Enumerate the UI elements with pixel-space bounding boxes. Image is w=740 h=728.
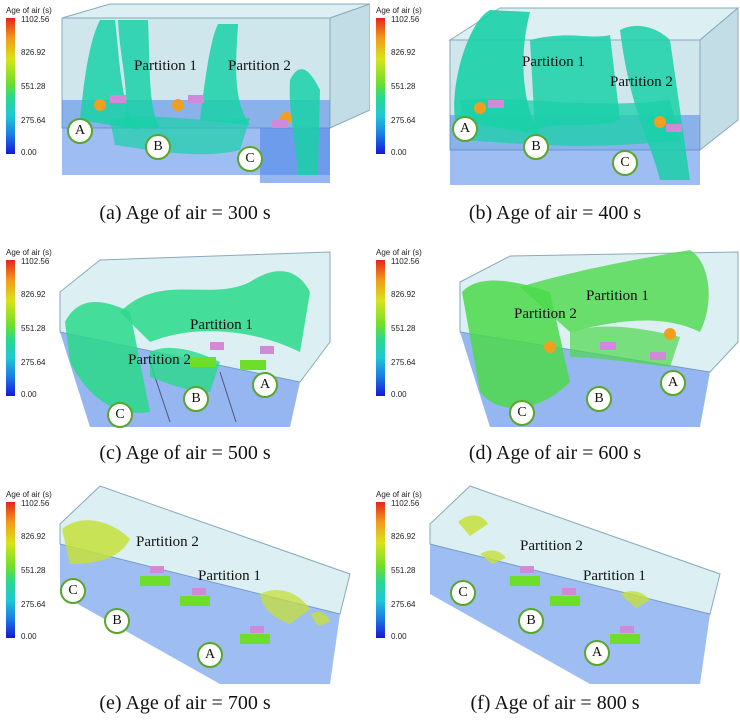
workstation-b-badge: B <box>518 608 544 634</box>
legend-tick: 275.64 <box>21 600 46 609</box>
legend-tick-max: 1102.56 <box>21 499 50 508</box>
partition-2-label: Partition 2 <box>514 306 577 322</box>
legend-tick: 275.64 <box>391 600 416 609</box>
legend-tick: 275.64 <box>391 116 416 125</box>
legend-tick: 551.28 <box>391 82 416 91</box>
legend-tick-min: 0.00 <box>391 632 407 641</box>
room-scene <box>61 3 370 183</box>
panel-e: Age of air (s) 1102.56 826.92 551.28 275… <box>0 484 370 726</box>
panel-caption: (e) Age of air = 700 s <box>99 692 271 714</box>
workstation-b-badge: B <box>523 134 549 160</box>
panel-caption: (c) Age of air = 500 s <box>99 442 271 464</box>
workstation-c-badge: C <box>60 578 86 604</box>
colorbar <box>6 260 15 396</box>
partition-1-label: Partition 1 <box>134 58 197 74</box>
legend-tick-max: 1102.56 <box>21 15 50 24</box>
colorbar <box>376 502 385 638</box>
room-scene <box>459 250 739 427</box>
partition-2-label: Partition 2 <box>520 538 583 554</box>
legend-tick-min: 0.00 <box>21 390 37 399</box>
legend-tick: 551.28 <box>391 324 416 333</box>
panel-caption: (a) Age of air = 300 s <box>99 202 271 224</box>
color-legend: Age of air (s) 1102.56 826.92 551.28 275… <box>6 6 66 157</box>
color-legend: Age of air (s) 1102.56 826.92 551.28 275… <box>376 490 436 641</box>
legend-tick-min: 0.00 <box>391 390 407 399</box>
partition-1-label: Partition 1 <box>583 568 646 584</box>
workstation-c-badge: C <box>237 146 263 172</box>
legend-tick-max: 1102.56 <box>391 499 420 508</box>
legend-title: Age of air (s) <box>376 248 422 257</box>
room-scene <box>448 6 740 185</box>
legend-tick: 551.28 <box>21 82 46 91</box>
workstation-c-badge: C <box>107 402 133 428</box>
panel-d: Age of air (s) 1102.56 826.92 551.28 275… <box>370 242 740 484</box>
color-legend: Age of air (s) 1102.56 826.92 551.28 275… <box>6 490 66 641</box>
legend-tick: 826.92 <box>21 290 46 299</box>
partition-1-label: Partition 1 <box>190 317 253 333</box>
legend-title: Age of air (s) <box>6 248 52 257</box>
workstation-b-badge: B <box>145 134 171 160</box>
legend-tick: 826.92 <box>21 48 46 57</box>
legend-tick: 551.28 <box>21 324 46 333</box>
workstation-b-badge: B <box>183 386 209 412</box>
legend-tick: 551.28 <box>391 566 416 575</box>
legend-tick: 826.92 <box>391 48 416 57</box>
legend-tick: 551.28 <box>21 566 46 575</box>
legend-tick: 826.92 <box>391 290 416 299</box>
color-legend: Age of air (s) 1102.56 826.92 551.28 275… <box>376 6 436 157</box>
panel-b: Age of air (s) 1102.56 826.92 551.28 275… <box>370 0 740 242</box>
workstation-c-badge: C <box>612 150 638 176</box>
partition-2-label: Partition 2 <box>128 352 191 368</box>
workstation-c-badge: C <box>509 400 535 426</box>
workstation-b-badge: B <box>586 386 612 412</box>
workstation-a-badge: A <box>67 118 93 144</box>
panel-f: Age of air (s) 1102.56 826.92 551.28 275… <box>370 484 740 726</box>
legend-tick: 275.64 <box>391 358 416 367</box>
partition-1-label: Partition 1 <box>198 568 261 584</box>
legend-tick-max: 1102.56 <box>391 15 420 24</box>
color-legend: Age of air (s) 1102.56 826.92 551.28 275… <box>6 248 66 399</box>
panel-caption: (b) Age of air = 400 s <box>468 202 642 224</box>
colorbar <box>6 18 15 154</box>
legend-tick: 826.92 <box>391 532 416 541</box>
partition-1-label: Partition 1 <box>586 288 649 304</box>
workstation-b-badge: B <box>104 608 130 634</box>
legend-title: Age of air (s) <box>6 490 52 499</box>
partition-1-label: Partition 1 <box>522 54 585 70</box>
partition-2-label: Partition 2 <box>228 58 291 74</box>
legend-tick-min: 0.00 <box>21 632 37 641</box>
panel-c: Age of air (s) 1102.56 826.92 551.28 275… <box>0 242 370 484</box>
room-scene <box>59 251 331 427</box>
workstation-a-badge: A <box>452 116 478 142</box>
workstation-a-badge: A <box>660 370 686 396</box>
legend-tick-max: 1102.56 <box>21 257 50 266</box>
legend-title: Age of air (s) <box>6 6 52 15</box>
legend-title: Age of air (s) <box>376 6 422 15</box>
workstation-a-badge: A <box>197 642 223 668</box>
legend-tick-max: 1102.56 <box>391 257 420 266</box>
partition-2-label: Partition 2 <box>610 74 673 90</box>
workstation-a-badge: A <box>252 372 278 398</box>
color-legend: Age of air (s) 1102.56 826.92 551.28 275… <box>376 248 436 399</box>
partition-2-label: Partition 2 <box>136 534 199 550</box>
legend-tick-min: 0.00 <box>21 148 37 157</box>
colorbar <box>376 18 385 154</box>
colorbar <box>6 502 15 638</box>
legend-tick: 275.64 <box>21 358 46 367</box>
legend-title: Age of air (s) <box>376 490 422 499</box>
panel-a: Age of air (s) 1102.56 826.92 551.28 275… <box>0 0 370 242</box>
panel-caption: (d) Age of air = 600 s <box>468 442 642 464</box>
legend-tick: 275.64 <box>21 116 46 125</box>
panel-caption: (f) Age of air = 800 s <box>470 692 640 714</box>
workstation-a-badge: A <box>584 640 610 666</box>
colorbar <box>376 260 385 396</box>
workstation-c-badge: C <box>450 580 476 606</box>
room-scene <box>59 485 351 684</box>
legend-tick-min: 0.00 <box>391 148 407 157</box>
room-scene <box>429 485 721 684</box>
legend-tick: 826.92 <box>21 532 46 541</box>
